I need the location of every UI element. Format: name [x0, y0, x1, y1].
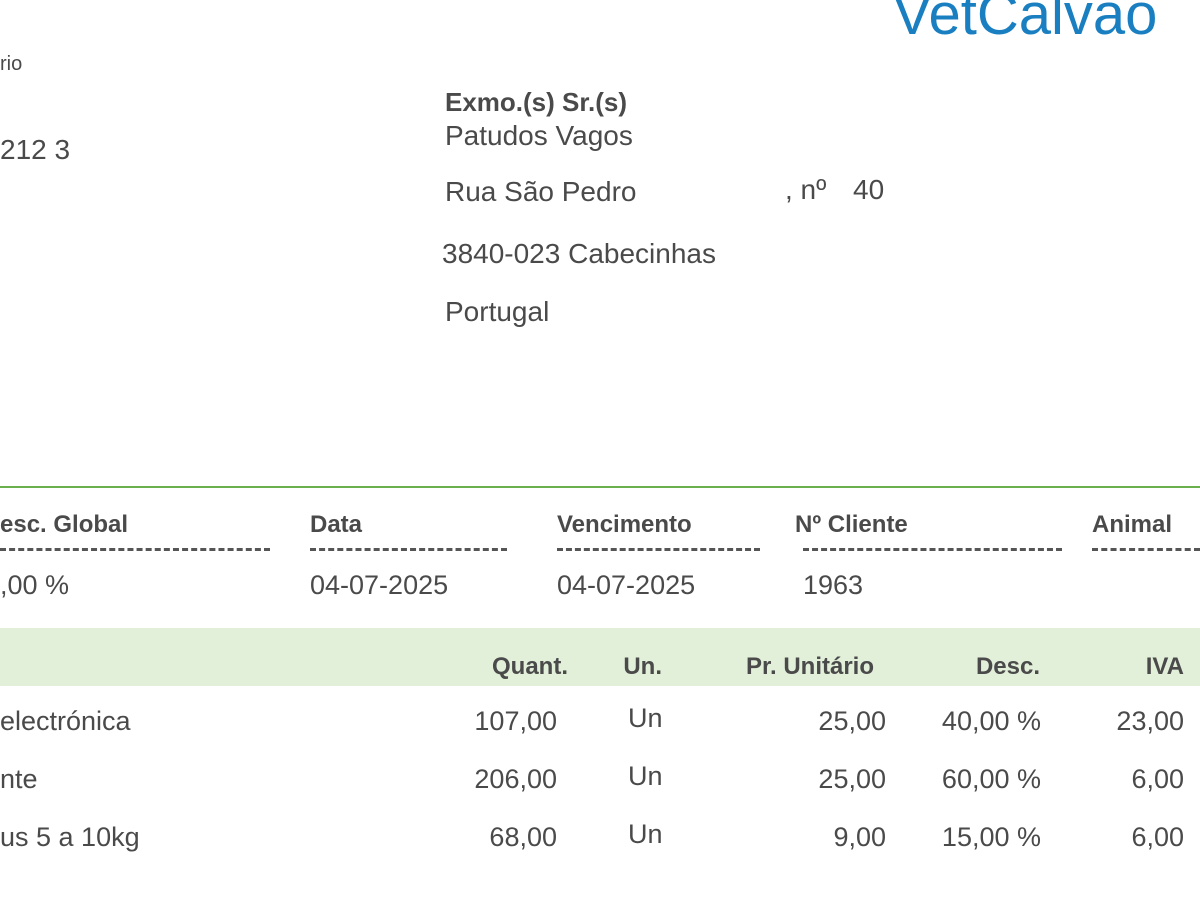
- item-cell: 206,00: [474, 764, 557, 794]
- sender-line: 212 3: [0, 134, 71, 165]
- recipient-name: Patudos Vagos: [445, 120, 633, 151]
- item-cell: 60,00 %: [941, 764, 1041, 794]
- summary-value: ,00 %: [0, 570, 70, 600]
- salutation: Exmo.(s) Sr.(s): [445, 87, 628, 117]
- item-cell: 25,00: [818, 764, 886, 794]
- summary-value: 04-07-2025: [557, 570, 696, 600]
- item-cell: 6,00: [1131, 822, 1184, 852]
- street: Rua São Pedro: [445, 176, 637, 207]
- item-cell: 68,00: [489, 822, 557, 852]
- summary-header: Nº Cliente: [795, 511, 908, 538]
- dash-rule: [1092, 548, 1200, 551]
- dash-rule: [0, 548, 270, 551]
- item-description: nte: [0, 764, 38, 794]
- column-header: Pr. Unitário: [745, 653, 874, 680]
- item-cell: Un: [628, 703, 663, 733]
- item-cell: 9,00: [833, 822, 886, 852]
- item-cell: 6,00: [1131, 764, 1184, 794]
- item-cell: 40,00 %: [941, 706, 1041, 736]
- summary-value: 1963: [803, 570, 864, 600]
- column-header: Desc.: [975, 653, 1040, 680]
- item-cell: 23,00: [1116, 706, 1184, 736]
- separator: [0, 486, 1200, 488]
- country: Portugal: [445, 296, 550, 327]
- summary-header: esc. Global: [0, 511, 129, 538]
- column-header: Quant.: [492, 653, 568, 680]
- table-header-band: [0, 628, 1200, 686]
- item-cell: 25,00: [818, 706, 886, 736]
- item-description: us 5 a 10kg: [0, 822, 140, 852]
- summary-header: Animal: [1092, 511, 1173, 538]
- summary-header: Vencimento: [557, 511, 692, 538]
- column-header: IVA: [1145, 653, 1184, 680]
- sender-line: rio: [0, 53, 23, 75]
- item-cell: 107,00: [474, 706, 557, 736]
- dash-rule: [310, 548, 507, 551]
- item-cell: 15,00 %: [941, 822, 1041, 852]
- street-number: 40: [853, 174, 885, 205]
- number-label: , nº: [785, 174, 827, 205]
- postal: 3840-023 Cabecinhas: [442, 238, 716, 269]
- item-cell: Un: [628, 819, 663, 849]
- summary-value: 04-07-2025: [310, 570, 449, 600]
- item-cell: Un: [628, 761, 663, 791]
- item-description: electrónica: [0, 706, 131, 736]
- logo: VetCalvão: [893, 0, 1158, 47]
- summary-header: Data: [310, 511, 363, 538]
- dash-rule: [557, 548, 760, 551]
- dash-rule: [803, 548, 1062, 551]
- column-header: Un.: [623, 653, 662, 680]
